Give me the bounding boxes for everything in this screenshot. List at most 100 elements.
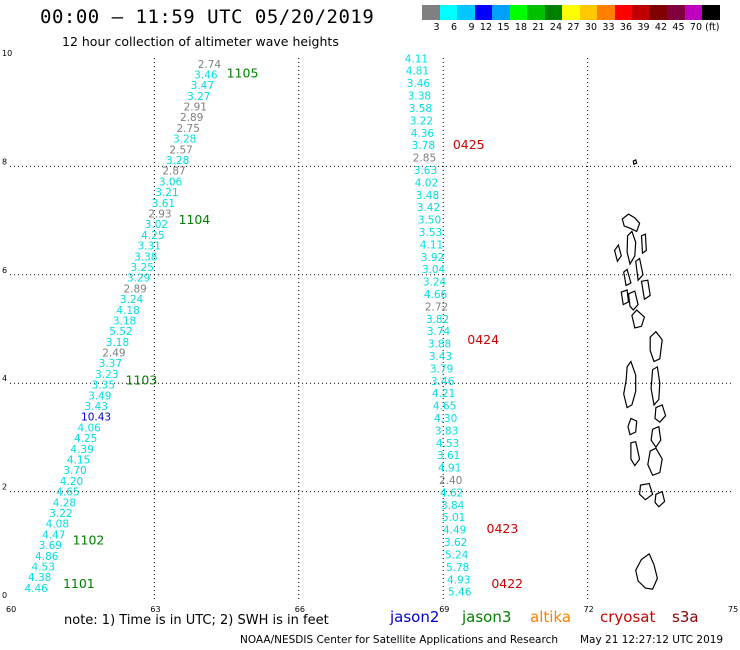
wave-height-value: 3.46	[431, 376, 455, 388]
wave-height-value: 2.87	[162, 166, 185, 178]
wave-height-value: 3.69	[39, 540, 62, 552]
x-tick-label: 63	[150, 605, 160, 614]
island-outline	[613, 243, 622, 263]
wave-height-value: 4.08	[46, 519, 69, 531]
colorbar-swatch	[474, 5, 492, 20]
pass-time-label: 1102	[73, 533, 105, 548]
wave-height-value: 3.49	[88, 390, 111, 402]
track-0425-0422: 5.464.935.785.243.624.495.013.844.622.40…	[405, 53, 472, 598]
island-outline	[621, 213, 641, 233]
pass-time-label: 1104	[178, 212, 210, 227]
wave-height-value: 5.78	[446, 562, 469, 574]
wave-height-value: 4.53	[32, 561, 55, 573]
wave-height-value: 3.82	[426, 314, 449, 326]
colorbar-swatch	[667, 5, 685, 20]
wave-height-value: 5.01	[442, 512, 465, 524]
colorbar-label: 70	[689, 22, 702, 33]
wave-height-value: 3.61	[152, 198, 175, 210]
colorbar-swatch	[492, 5, 510, 20]
wave-height-value: 2.75	[177, 123, 200, 135]
wave-height-value: 3.46	[407, 78, 431, 90]
colorbar-label: 33	[602, 22, 615, 33]
island-outline	[654, 404, 667, 424]
wave-height-value: 10.43	[81, 412, 111, 424]
credit-text: NOAA/NESDIS Center for Satellite Applica…	[240, 634, 558, 646]
wave-height-value: 3.88	[428, 339, 451, 351]
wave-height-value: 4.66	[424, 289, 448, 301]
wave-height-value: 3.35	[92, 380, 115, 392]
wave-height-value: 3.78	[412, 140, 435, 152]
colorbar-swatch	[702, 5, 720, 20]
y-tick-label: 4	[2, 374, 7, 383]
island-outline	[650, 425, 662, 449]
wave-height-value: 3.58	[409, 103, 432, 115]
wave-height-value: 3.06	[159, 176, 183, 188]
wave-height-value: 4.21	[432, 388, 455, 400]
island-outline	[631, 309, 646, 329]
wave-height-value: 4.46	[24, 583, 48, 595]
colorbar-swatch	[439, 5, 457, 20]
island-outline	[620, 289, 630, 306]
map-title: 00:00 – 11:59 UTC 05/20/2019	[40, 6, 375, 28]
track-1105-1101: 4.464.384.534.863.694.474.083.224.284.65…	[24, 59, 221, 595]
wave-height-value: 5.46	[448, 587, 472, 599]
island-outline	[635, 552, 659, 590]
island-outline	[640, 233, 647, 255]
wave-height-value: 2.91	[184, 102, 207, 114]
wave-height-value: 4.20	[60, 476, 83, 488]
wave-height-value: 2.89	[180, 112, 203, 124]
wave-height-value: 4.65	[56, 487, 79, 499]
colorbar-label: 6	[450, 22, 457, 33]
wave-height-value: 4.39	[70, 444, 93, 456]
colorbar-swatch	[562, 5, 580, 20]
pass-time-label: 0422	[491, 576, 523, 591]
colorbar-labels: 3 6 9 12 15 18 21 24 27 30 33 36 39 42 45 70 (ft)	[422, 22, 720, 33]
wave-height-value: 3.38	[134, 251, 157, 263]
wave-height-value: 3.37	[99, 358, 122, 370]
colorbar-swatch	[457, 5, 475, 20]
wave-height-value: 3.38	[408, 91, 431, 103]
pass-time-label: 0424	[467, 332, 499, 347]
wave-height-value: 3.29	[127, 273, 150, 285]
wave-height-value: 4.15	[67, 455, 90, 467]
wave-height-colorbar	[422, 5, 720, 20]
legend-altika: altika	[530, 608, 572, 626]
units-note: note: 1) Time is in UTC; 2) SWH is in fe…	[64, 613, 329, 628]
wave-height-value: 3.74	[427, 326, 451, 338]
colorbar-label: 24	[549, 22, 562, 33]
wave-height-value: 2.72	[425, 301, 448, 313]
pass-time-label: 1103	[126, 372, 158, 387]
wave-height-value: 3.18	[113, 315, 136, 327]
island-outline	[632, 159, 638, 166]
colorbar-label: 12	[479, 22, 492, 33]
pass-time-labels: 1105 1104 1103 1102 1101 0425 0424 0423 0422	[63, 66, 523, 592]
wave-height-value: 3.70	[63, 465, 86, 477]
island-outline	[654, 490, 666, 508]
colorbar-swatch	[579, 5, 597, 20]
y-tick-label: 0	[2, 591, 7, 600]
wave-height-value: 4.49	[443, 525, 466, 537]
wave-height-value: 4.30	[434, 413, 457, 425]
wave-height-value: 3.02	[145, 219, 168, 231]
map-subtitle: 12 hour collection of altimeter wave hei…	[62, 34, 339, 49]
wave-height-value: 3.46	[194, 69, 218, 81]
wave-height-value: 2.89	[123, 283, 146, 295]
legend-cryosat: cryosat	[600, 608, 656, 626]
wave-height-value: 4.11	[420, 239, 443, 251]
island-outline	[627, 417, 638, 436]
wave-height-value: 4.62	[440, 487, 463, 499]
wave-height-value: 4.53	[436, 438, 459, 450]
colorbar-swatch	[422, 5, 440, 20]
wave-height-value: 5.52	[109, 326, 132, 338]
axis-labels: 60 63 66 69 72 75 0 2 4 6 8 10	[2, 49, 738, 614]
wave-height-value: 3.18	[106, 337, 129, 349]
legend-jason3: jason3	[462, 608, 512, 626]
colorbar-label: 18	[514, 22, 527, 33]
y-tick-label: 10	[2, 49, 12, 58]
island-outline	[647, 447, 663, 477]
colorbar-label: (ft)	[705, 22, 720, 33]
wave-height-value: 4.28	[53, 497, 76, 509]
wave-height-value: 3.31	[138, 241, 161, 253]
colorbar-label: 15	[497, 22, 510, 33]
island-outline	[626, 230, 637, 266]
